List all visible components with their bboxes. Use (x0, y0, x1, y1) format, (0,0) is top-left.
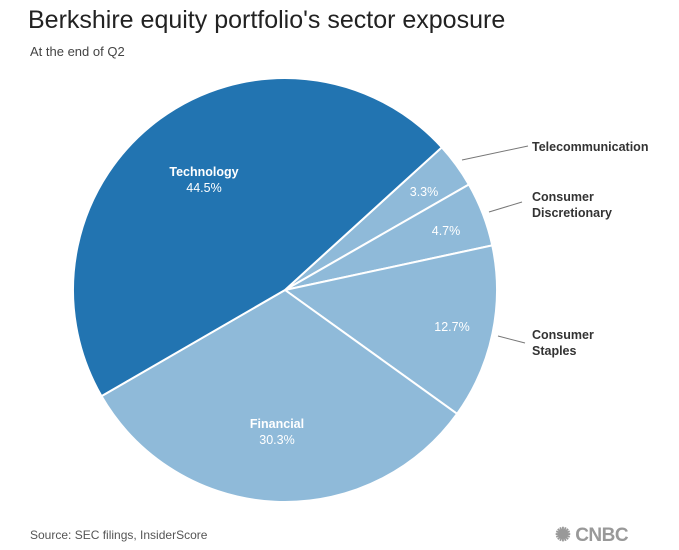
chart-subtitle: At the end of Q2 (30, 44, 125, 59)
cnbc-logo: ✺ CNBC (555, 525, 629, 546)
leader-line (461, 145, 529, 161)
slice-label-technology: Technology 44.5% (169, 165, 239, 195)
peacock-icon: ✺ (555, 525, 571, 546)
ext-label-telecom: Telecommunication (532, 140, 649, 154)
pie-slice-financial (100, 288, 459, 503)
slice-label-financial: Financial 30.3% (249, 417, 305, 447)
ext-label-discretionary: Consumer Discretionary (532, 190, 612, 220)
slice-label-staples: 12.7% (434, 320, 470, 334)
slice-label-discretionary: 4.7% (431, 224, 461, 238)
chart-title: Berkshire equity portfolio's sector expo… (28, 6, 506, 34)
ext-label-staples: Consumer Staples (532, 328, 594, 358)
source-note: Source: SEC filings, InsiderScore (30, 528, 208, 542)
pie-slice-consumer-staples (282, 244, 498, 416)
leader-line (488, 201, 523, 213)
leader-line (497, 335, 526, 344)
pie-slice-technology (72, 77, 444, 398)
slice-label-telecom: 3.3% (409, 185, 439, 199)
